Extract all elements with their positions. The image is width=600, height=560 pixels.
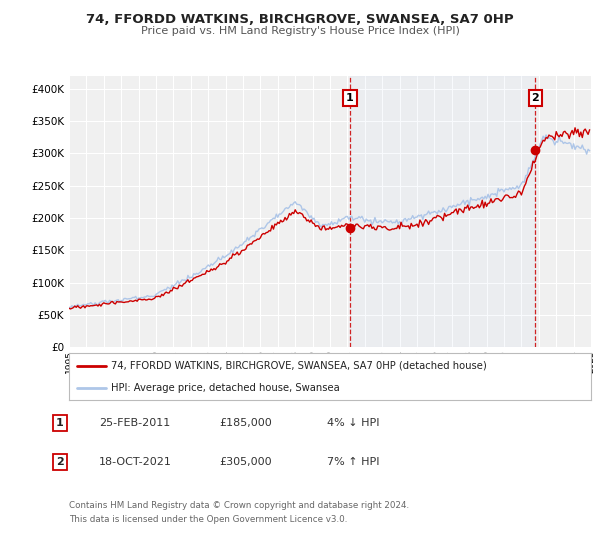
Text: 25-FEB-2011: 25-FEB-2011 — [99, 418, 170, 428]
Text: £185,000: £185,000 — [219, 418, 272, 428]
Text: 2: 2 — [532, 93, 539, 103]
Text: £305,000: £305,000 — [219, 457, 272, 467]
Text: 4% ↓ HPI: 4% ↓ HPI — [327, 418, 380, 428]
Text: 1: 1 — [346, 93, 354, 103]
Bar — [350, 76, 535, 347]
Text: 1: 1 — [56, 418, 64, 428]
Text: HPI: Average price, detached house, Swansea: HPI: Average price, detached house, Swan… — [111, 382, 340, 393]
Text: Contains HM Land Registry data © Crown copyright and database right 2024.: Contains HM Land Registry data © Crown c… — [69, 501, 409, 510]
Text: 74, FFORDD WATKINS, BIRCHGROVE, SWANSEA, SA7 0HP: 74, FFORDD WATKINS, BIRCHGROVE, SWANSEA,… — [86, 13, 514, 26]
Text: 18-OCT-2021: 18-OCT-2021 — [99, 457, 172, 467]
Text: 2: 2 — [56, 457, 64, 467]
Text: 7% ↑ HPI: 7% ↑ HPI — [327, 457, 380, 467]
Text: Price paid vs. HM Land Registry's House Price Index (HPI): Price paid vs. HM Land Registry's House … — [140, 26, 460, 36]
Text: 74, FFORDD WATKINS, BIRCHGROVE, SWANSEA, SA7 0HP (detached house): 74, FFORDD WATKINS, BIRCHGROVE, SWANSEA,… — [111, 361, 487, 371]
Text: This data is licensed under the Open Government Licence v3.0.: This data is licensed under the Open Gov… — [69, 515, 347, 524]
